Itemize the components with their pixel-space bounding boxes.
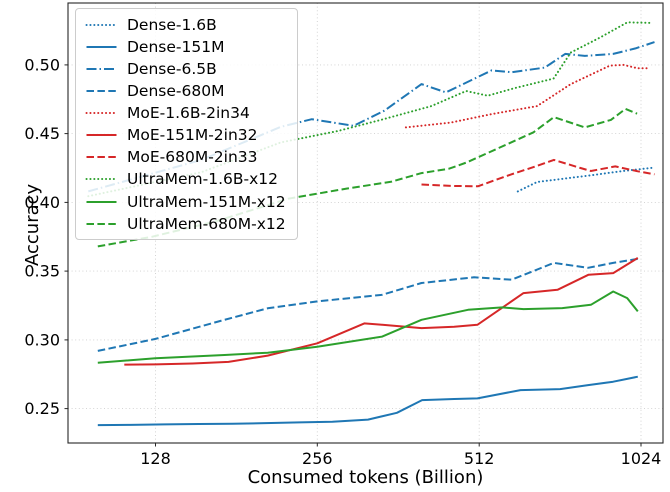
legend-line-sample <box>86 90 117 93</box>
legend-line-sample <box>86 222 117 225</box>
legend-label: Dense-151M <box>127 37 225 56</box>
y-tick-label: 0.45 <box>24 124 60 143</box>
x-tick-label: 1024 <box>621 449 662 468</box>
series-line-UltraMem-151M-x12 <box>97 290 639 364</box>
legend-label: UltraMem-680M-x12 <box>127 214 286 233</box>
series-line-MoE-1.6B-2in34 <box>404 63 651 129</box>
legend-label: UltraMem-1.6B-x12 <box>127 170 278 189</box>
legend-item-UltraMem-151M-x12: UltraMem-151M-x12 <box>85 193 286 211</box>
legend-item-UltraMem-1.6B-x12: UltraMem-1.6B-x12 <box>85 170 286 189</box>
legend-label: MoE-680M-2in33 <box>127 148 258 167</box>
legend-line-sample <box>86 67 117 70</box>
legend-label: Dense-680M <box>127 82 225 101</box>
legend-label: Dense-6.5B <box>127 59 217 78</box>
legend-line-sample <box>86 45 117 48</box>
legend-item-Dense-680M: Dense-680M <box>85 82 286 100</box>
legend-item-Dense-6.5B: Dense-6.5B <box>85 60 286 78</box>
y-tick-label: 0.35 <box>24 262 60 281</box>
series-line-MoE-680M-2in33 <box>421 158 655 188</box>
legend-item-MoE-151M-2in32: MoE-151M-2in32 <box>85 126 286 144</box>
plot-frame <box>67 2 664 444</box>
y-tick-label: 0.40 <box>24 193 60 212</box>
legend-line-sample <box>86 156 117 159</box>
legend-label: Dense-1.6B <box>127 15 217 34</box>
x-axis-label: Consumed tokens (Billion) <box>247 467 484 488</box>
legend-line-sample <box>85 112 118 115</box>
legend-label: MoE-1.6B-2in34 <box>127 104 250 123</box>
series-line-MoE-151M-2in32 <box>124 257 639 366</box>
legend-label: UltraMem-151M-x12 <box>127 192 286 211</box>
y-tick-label: 0.30 <box>24 330 60 349</box>
legend-item-Dense-151M: Dense-151M <box>85 38 286 56</box>
y-axis-label: Accuracy <box>22 183 43 266</box>
x-tick-label: 128 <box>140 449 171 468</box>
x-tick-label: 512 <box>464 449 495 468</box>
legend-item-MoE-1.6B-2in34: MoE-1.6B-2in34 <box>85 104 286 122</box>
legend-line-sample <box>85 23 118 26</box>
x-tick-label: 256 <box>302 449 333 468</box>
legend-item-Dense-1.6B: Dense-1.6B <box>85 16 286 34</box>
legend: Dense-1.6B Dense-151M Dense-6.5B Dense-680M… <box>75 8 298 241</box>
y-tick-label: 0.25 <box>24 399 60 418</box>
legend-item-MoE-680M-2in33: MoE-680M-2in33 <box>85 148 286 167</box>
legend-label: MoE-151M-2in32 <box>127 126 258 145</box>
legend-line-sample <box>85 178 118 181</box>
legend-line-sample <box>86 134 117 137</box>
series-line-Dense-151M <box>97 375 638 427</box>
y-tick-label: 0.50 <box>24 55 60 74</box>
series-line-Dense-680M <box>97 257 638 352</box>
legend-line-sample <box>86 200 117 203</box>
legend-item-UltraMem-680M-x12: UltraMem-680M-x12 <box>85 215 286 233</box>
